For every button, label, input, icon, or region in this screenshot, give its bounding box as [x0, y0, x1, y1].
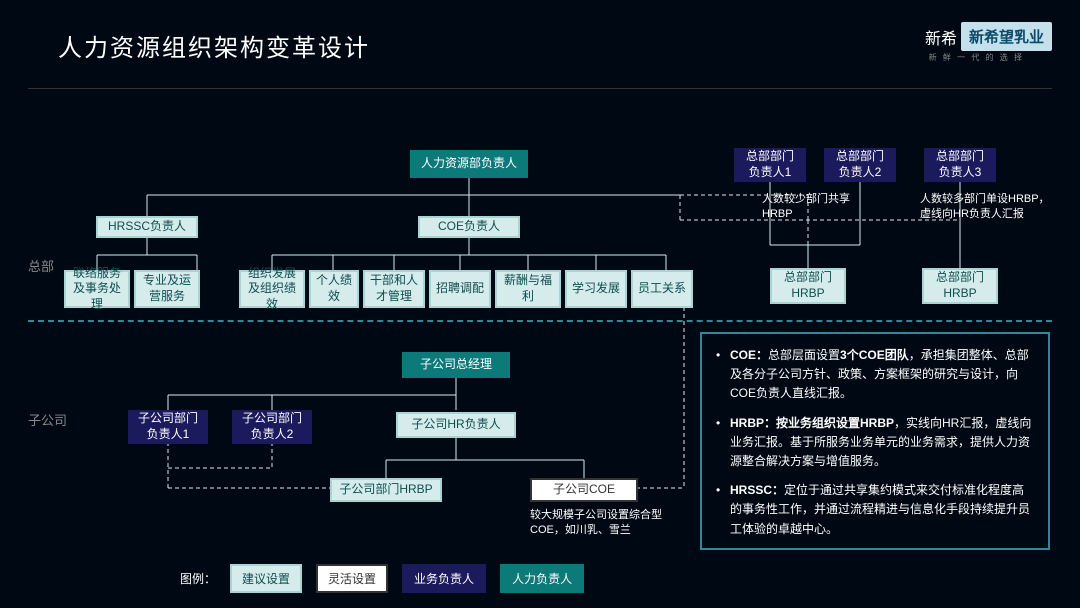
node-coe-child-2: 组织发展及组织绩效	[239, 270, 305, 308]
logo-light-text: 新希望乳业	[961, 22, 1052, 51]
node-hr-head: 人力资源部负责人	[410, 150, 528, 178]
page-title: 人力资源组织架构变革设计	[58, 28, 370, 63]
desc-hrssc: HRSSC：定位于通过共享集约模式来交付标准化程度高的事务性工作，并通过流程精进…	[716, 481, 1034, 539]
section-divider	[28, 320, 1052, 322]
node-sub-dept1: 子公司部门 负责人1	[128, 410, 208, 444]
legend-label: 图例：	[180, 570, 216, 587]
legend-item-1: 灵活设置	[316, 564, 388, 593]
node-sub-gm: 子公司总经理	[402, 352, 510, 378]
annot-many: 人数较多部门单设HRBP，虚线向HR负责人汇报	[920, 192, 1050, 223]
legend: 图例： 建议设置 灵活设置 业务负责人 人力负责人	[180, 564, 584, 593]
node-hq-dept3: 总部部门 负责人3	[924, 148, 996, 182]
header-divider	[28, 88, 1052, 89]
brand-logo: 新希 新希望乳业	[925, 22, 1052, 51]
legend-item-0: 建议设置	[230, 564, 302, 593]
annot-few: 人数较少部门共享HRBP	[762, 192, 852, 223]
node-hq-dept1: 总部部门 负责人1	[734, 148, 806, 182]
node-coe-child-4: 干部和人才管理	[363, 270, 425, 308]
desc-coe: COE：总部层面设置3个COE团队，承担集团整体、总部及各分子公司方针、政策、方…	[716, 346, 1034, 404]
node-sub-hrbp: 子公司部门HRBP	[330, 478, 442, 502]
node-coe-head: COE负责人	[418, 216, 520, 238]
node-sub-coe: 子公司COE	[530, 478, 638, 502]
node-hq-hrbp-b: 总部部门 HRBP	[922, 268, 998, 304]
section-sub-label: 子公司	[28, 410, 67, 429]
node-coe-child-6: 薪酬与福利	[495, 270, 561, 308]
node-coe-child-1: 专业及运营服务	[134, 270, 200, 308]
node-hq-hrbp-a: 总部部门 HRBP	[770, 268, 846, 304]
node-sub-hr-head: 子公司HR负责人	[396, 412, 516, 438]
node-hrssc-head: HRSSC负责人	[96, 216, 198, 238]
node-coe-child-5: 招聘调配	[429, 270, 491, 308]
node-sub-dept2: 子公司部门 负责人2	[232, 410, 312, 444]
section-hq-label: 总部	[28, 256, 54, 275]
node-hq-dept2: 总部部门 负责人2	[824, 148, 896, 182]
legend-item-2: 业务负责人	[402, 564, 486, 593]
node-coe-child-0: 联络服务及事务处理	[64, 270, 130, 308]
logo-subtitle: 新 鲜 一 代 的 选 择	[929, 52, 1024, 63]
legend-item-3: 人力负责人	[500, 564, 584, 593]
logo-dark-text: 新希	[925, 25, 961, 49]
description-panel: COE：总部层面设置3个COE团队，承担集团整体、总部及各分子公司方针、政策、方…	[700, 332, 1050, 550]
desc-hrbp: HRBP：按业务组织设置HRBP，实线向HR汇报，虚线向业务汇报。基于所服务业务…	[716, 414, 1034, 472]
node-coe-child-7: 学习发展	[565, 270, 627, 308]
annot-sub-coe: 较大规模子公司设置综合型COE，如川乳、雪兰	[530, 508, 680, 539]
node-coe-child-3: 个人绩效	[309, 270, 359, 308]
node-coe-child-8: 员工关系	[631, 270, 693, 308]
